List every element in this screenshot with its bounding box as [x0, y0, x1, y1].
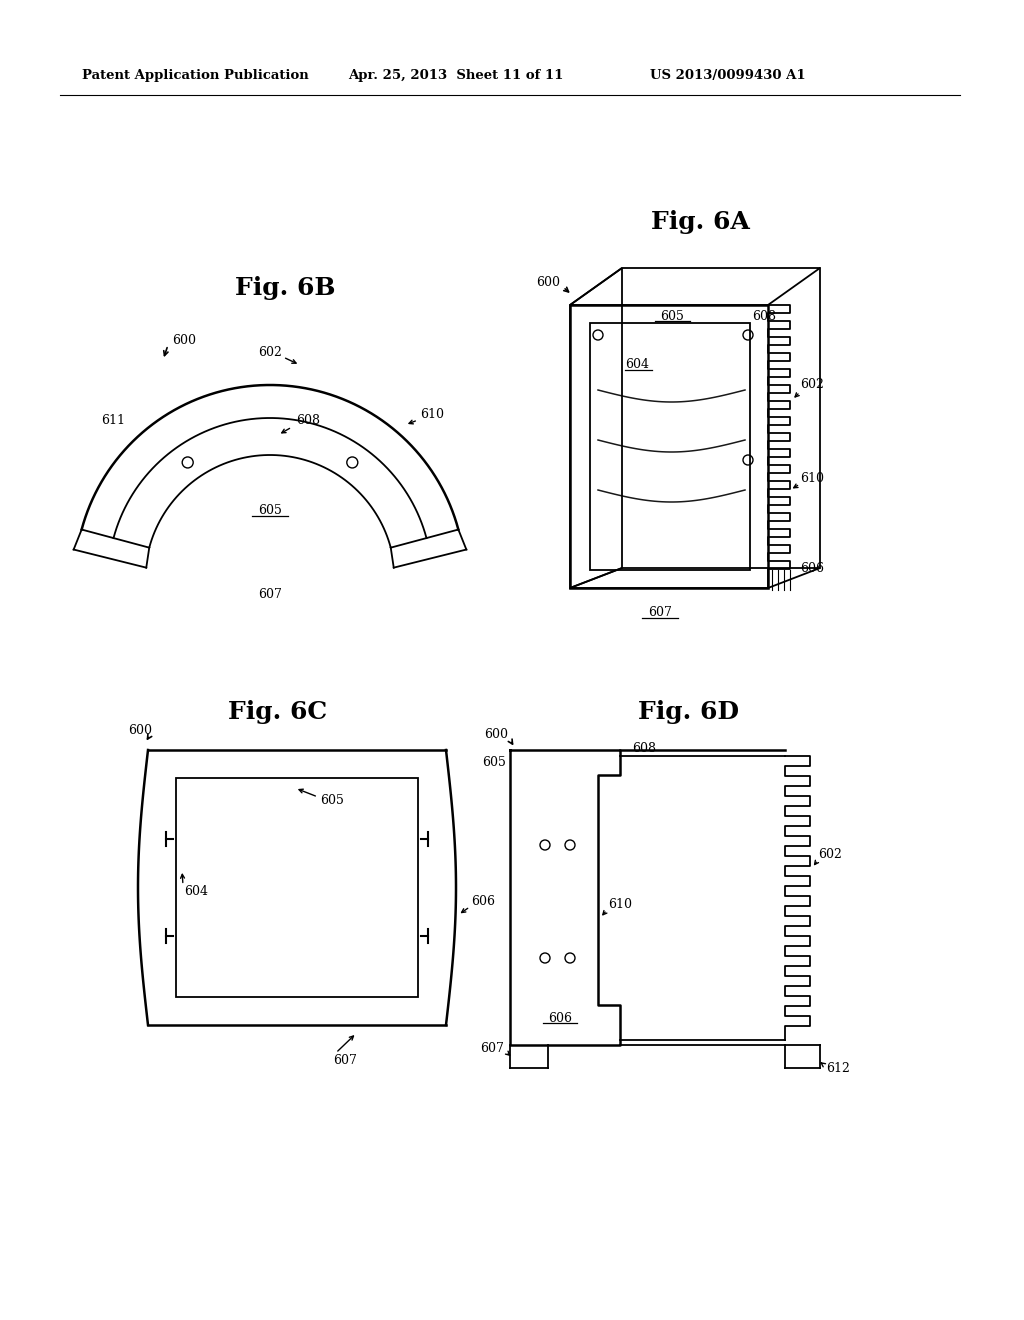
Text: 600: 600: [172, 334, 196, 346]
Text: 608: 608: [752, 309, 776, 322]
Text: 600: 600: [536, 276, 560, 289]
Text: 607: 607: [648, 606, 672, 619]
Text: 608: 608: [632, 742, 656, 755]
Text: Patent Application Publication: Patent Application Publication: [82, 69, 309, 82]
Text: 605: 605: [660, 309, 684, 322]
Text: 604: 604: [184, 886, 208, 899]
Text: Fig. 6A: Fig. 6A: [650, 210, 750, 234]
Text: 602: 602: [800, 379, 824, 392]
Text: Fig. 6B: Fig. 6B: [234, 276, 335, 300]
Text: 606: 606: [800, 561, 824, 574]
Text: 610: 610: [420, 408, 444, 421]
Text: 610: 610: [800, 471, 824, 484]
Text: 602: 602: [258, 346, 282, 359]
Text: 602: 602: [818, 849, 842, 862]
Text: 605: 605: [258, 503, 282, 516]
Text: 607: 607: [258, 589, 282, 602]
Text: 607: 607: [333, 1053, 356, 1067]
Text: 600: 600: [484, 729, 508, 742]
Text: US 2013/0099430 A1: US 2013/0099430 A1: [650, 69, 806, 82]
Text: Fig. 6C: Fig. 6C: [228, 700, 328, 723]
Text: 605: 605: [319, 793, 344, 807]
Text: 606: 606: [471, 895, 495, 908]
Text: 600: 600: [128, 723, 152, 737]
Text: Apr. 25, 2013  Sheet 11 of 11: Apr. 25, 2013 Sheet 11 of 11: [348, 69, 563, 82]
Text: 604: 604: [625, 359, 649, 371]
Text: 608: 608: [296, 413, 319, 426]
Text: 611: 611: [101, 413, 125, 426]
Text: 612: 612: [826, 1061, 850, 1074]
Text: 610: 610: [608, 899, 632, 912]
Text: 605: 605: [482, 756, 506, 770]
Text: 606: 606: [548, 1011, 572, 1024]
Text: Fig. 6D: Fig. 6D: [638, 700, 738, 723]
Bar: [176, 777, 418, 997]
Text: 607: 607: [480, 1041, 504, 1055]
